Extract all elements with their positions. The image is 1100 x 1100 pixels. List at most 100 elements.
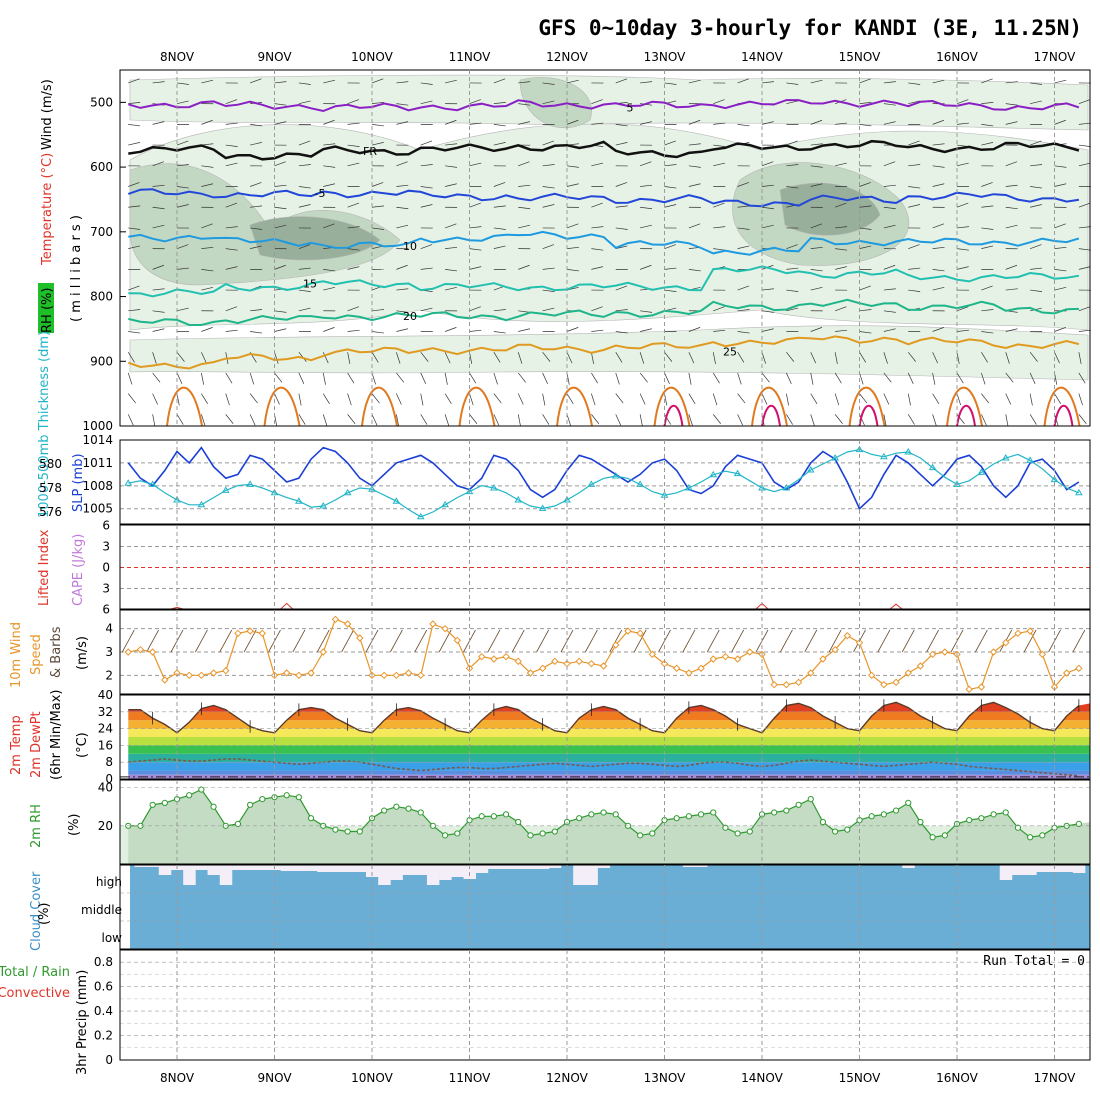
rh-point (697, 811, 705, 818)
wind10m-point (1075, 664, 1083, 673)
rh-point (941, 832, 948, 839)
wind-barb (688, 119, 701, 125)
wind10m-point (770, 680, 778, 689)
wind-barb (786, 82, 799, 85)
wind-barb (347, 306, 360, 312)
wind-barb (542, 289, 555, 292)
wind-barb (640, 121, 652, 125)
wind-barb (908, 204, 921, 208)
wind-barb (201, 79, 214, 84)
wind-barb-10m (706, 629, 720, 653)
wind-barb (298, 307, 311, 312)
cloud-gap (378, 865, 391, 885)
wind-barb (469, 329, 482, 332)
wind-barb (956, 266, 969, 270)
wind-barb (420, 414, 428, 425)
wind-barb (761, 352, 767, 364)
rh-point (1002, 809, 1009, 816)
wind-barb (712, 372, 720, 384)
wind-barb (615, 372, 620, 385)
cloud-gap (158, 865, 172, 875)
wind-barb (688, 393, 696, 405)
wind-barb (1054, 352, 1060, 364)
wind-barb (932, 269, 945, 272)
wind-barb (201, 183, 214, 187)
wind-barb (176, 267, 189, 270)
wind-barb (883, 121, 896, 125)
cloud-gap (341, 865, 355, 872)
wind-barb (445, 246, 458, 249)
wind10m-point (356, 634, 364, 642)
thickness-point (270, 488, 279, 496)
wind-barb (981, 285, 993, 291)
wind-barb (981, 78, 993, 84)
wind-barb (323, 79, 336, 84)
wind-barb (810, 79, 823, 84)
wind-barb (835, 162, 847, 167)
thickness-point (197, 500, 206, 508)
wind-barb (298, 82, 311, 85)
wind-barb (761, 184, 774, 187)
wind-barb (396, 206, 409, 210)
wind10m-line (128, 618, 1080, 690)
wind-barb (396, 184, 409, 187)
pressure-tick: 500 (90, 95, 113, 109)
wind-barb (737, 309, 750, 312)
thickness-point (294, 497, 303, 504)
wind-barb (1078, 162, 1091, 167)
temp-axis-labels: 2m Temp 2m DewPt (6hr Min/Max) (°C) (9, 690, 90, 780)
wind-barb (518, 328, 531, 332)
wind-barb (298, 393, 302, 406)
wind-barb (347, 226, 360, 229)
wind-barb (1054, 183, 1067, 187)
wind10m-point (575, 657, 583, 666)
wind-barb (615, 205, 628, 208)
wind-barb (542, 414, 550, 425)
cloud-gap (305, 865, 318, 871)
wind-barb (152, 372, 161, 383)
wind10m-point (746, 648, 754, 656)
wind10m-point (587, 659, 596, 668)
date-label-bottom: 12NOV (546, 1071, 588, 1085)
wind-barb (347, 393, 352, 406)
wind-barb (761, 288, 774, 291)
precip-tick: 0.6 (94, 980, 113, 994)
wind10m-point (892, 678, 900, 687)
wind-barb (737, 393, 746, 404)
cloud-gap (402, 865, 416, 875)
wind-barb (298, 267, 311, 270)
wind-barb (664, 204, 677, 208)
wind10m-point (222, 666, 230, 675)
wind-barb (664, 82, 677, 85)
thickness-point (1026, 456, 1035, 463)
wind-barb (274, 161, 286, 167)
wind10m-point (453, 636, 462, 645)
rh-point (710, 809, 717, 816)
wind-barb (274, 184, 287, 187)
rh-point (771, 809, 778, 816)
cloud-gap (366, 865, 379, 877)
date-label-bottom: 15NOV (839, 1071, 881, 1085)
lifted-index-point (280, 602, 294, 610)
wind-barb (688, 223, 701, 229)
wind-barb (640, 224, 652, 229)
isotherm-surface (458, 386, 496, 427)
wind-barb (883, 372, 892, 383)
date-label-top: 11NOV (449, 50, 491, 64)
rh-point (210, 803, 217, 810)
rh-point (1039, 832, 1046, 839)
wind-barb (664, 267, 677, 270)
rh-point (1027, 834, 1034, 841)
isotherm-surface-hot (956, 404, 976, 427)
wind10m-point (1002, 638, 1010, 647)
wind-barb (981, 245, 994, 249)
wind-barb (664, 372, 670, 384)
thickness-point (563, 496, 571, 503)
thickness-tick: 578 (39, 481, 62, 495)
wind-barb (176, 204, 189, 208)
wind-barb (786, 140, 798, 146)
wind-barb (225, 248, 238, 251)
wind-barb (932, 327, 945, 332)
wind-barb (810, 286, 823, 291)
cloud-gap (146, 865, 160, 867)
